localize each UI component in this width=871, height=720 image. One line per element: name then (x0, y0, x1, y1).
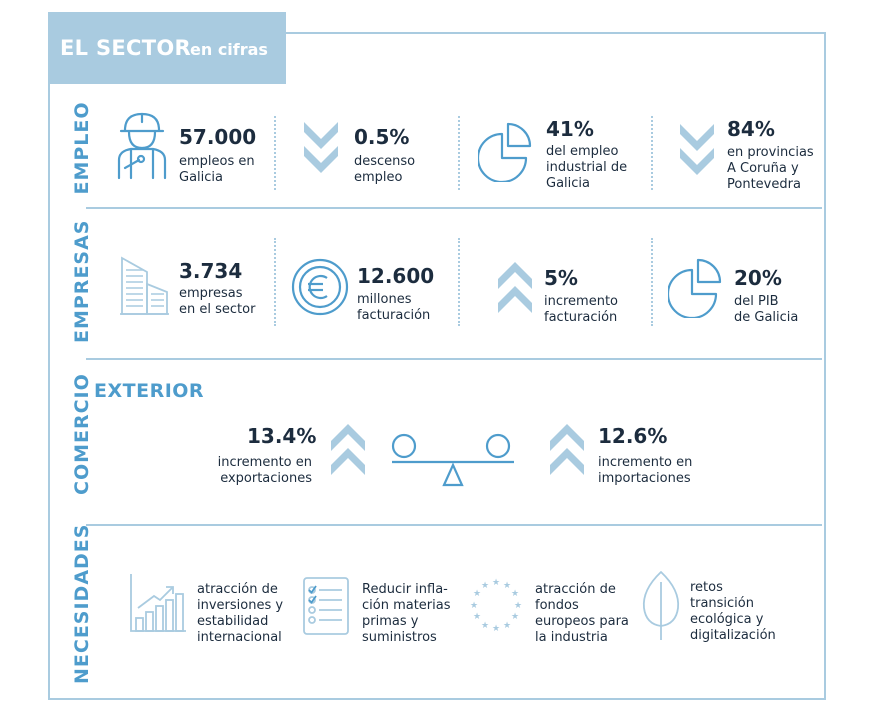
stat-desc: millones facturación (357, 292, 431, 323)
stat-value: 5% (544, 266, 578, 290)
stat-value: 12.600 (357, 264, 435, 288)
svg-text:★: ★ (492, 624, 500, 634)
divider (651, 238, 653, 326)
section-label-empresas: EMPRESAS (71, 219, 93, 344)
growth-chart-icon (130, 574, 186, 632)
euro-coin-icon (291, 258, 349, 316)
section-label-necesidades: NECESIDADES (71, 523, 93, 684)
stat-value: 41% (546, 117, 594, 141)
svg-text:★: ★ (481, 581, 489, 591)
stat-desc: descenso empleo (354, 154, 416, 185)
stat-desc: en provincias A Coruña y Pontevedra (727, 145, 814, 192)
stat-desc: del PIB de Galicia (734, 294, 799, 325)
double-chevron-down-icon (304, 122, 338, 173)
svg-text:★: ★ (481, 621, 489, 631)
double-chevron-down-icon (680, 124, 714, 175)
stat-value: 84% (727, 117, 775, 141)
exports-value: 13.4% (247, 424, 317, 448)
balance-scale-icon (391, 433, 514, 487)
need-text: retos transición ecológica y digitalizac… (690, 580, 776, 643)
divider (651, 116, 653, 190)
section-label-comercio: COMERCIO (71, 373, 93, 495)
svg-text:★: ★ (511, 589, 519, 599)
need-text: atracción de inversiones y estabilidad i… (197, 582, 284, 645)
header-title: EL SECTOR (60, 36, 191, 60)
pie-chart-icon (668, 258, 722, 318)
divider (458, 238, 460, 326)
svg-text:★: ★ (492, 578, 500, 588)
header-banner: EL SECTOR en cifras (48, 12, 286, 84)
separator-empleo (86, 207, 822, 209)
section-heading-exterior: EXTERIOR (94, 380, 205, 402)
separator-empresas (86, 358, 822, 360)
infographic-frame (48, 32, 826, 700)
stat-value: 20% (734, 266, 782, 290)
stat-desc: empleos en Galicia (179, 154, 255, 185)
exports-desc: incremento en exportaciones (217, 455, 312, 486)
stat-value: 57.000 (179, 125, 257, 149)
separator-comercio (86, 524, 822, 526)
checklist-icon (303, 577, 349, 635)
double-chevron-up-icon (331, 424, 365, 475)
need-text: Reducir infla- ción materias primas y su… (362, 582, 451, 645)
stat-value: 0.5% (354, 125, 410, 149)
header-subtitle: en cifras (190, 40, 268, 59)
double-chevron-up-icon (498, 262, 532, 313)
leaf-icon (642, 571, 680, 640)
svg-text:★: ★ (503, 621, 511, 631)
stat-desc: empresas en el sector (179, 286, 256, 317)
divider (274, 238, 276, 326)
double-chevron-up-icon (550, 424, 584, 475)
eu-stars-icon: ★ ★ ★ ★ ★ ★ ★ ★ ★ ★ ★ ★ (470, 578, 522, 634)
svg-text:★: ★ (503, 581, 511, 591)
stat-value: 3.734 (179, 259, 243, 283)
worker-icon (117, 112, 167, 180)
divider (274, 116, 276, 190)
svg-text:★: ★ (511, 612, 519, 622)
buildings-icon (120, 256, 169, 315)
divider (458, 116, 460, 190)
stat-desc: incremento facturación (544, 294, 619, 325)
svg-text:★: ★ (470, 601, 478, 611)
imports-value: 12.6% (598, 424, 668, 448)
svg-text:★: ★ (514, 601, 522, 611)
pie-chart-icon (478, 122, 532, 182)
stat-desc: del empleo industrial de Galicia (546, 144, 628, 191)
svg-text:★: ★ (473, 612, 481, 622)
section-label-empleo: EMPLEO (71, 101, 93, 195)
need-text: atracción de fondos europeos para la ind… (535, 582, 629, 645)
imports-desc: incremento en importaciones (598, 455, 693, 486)
svg-text:★: ★ (473, 589, 481, 599)
